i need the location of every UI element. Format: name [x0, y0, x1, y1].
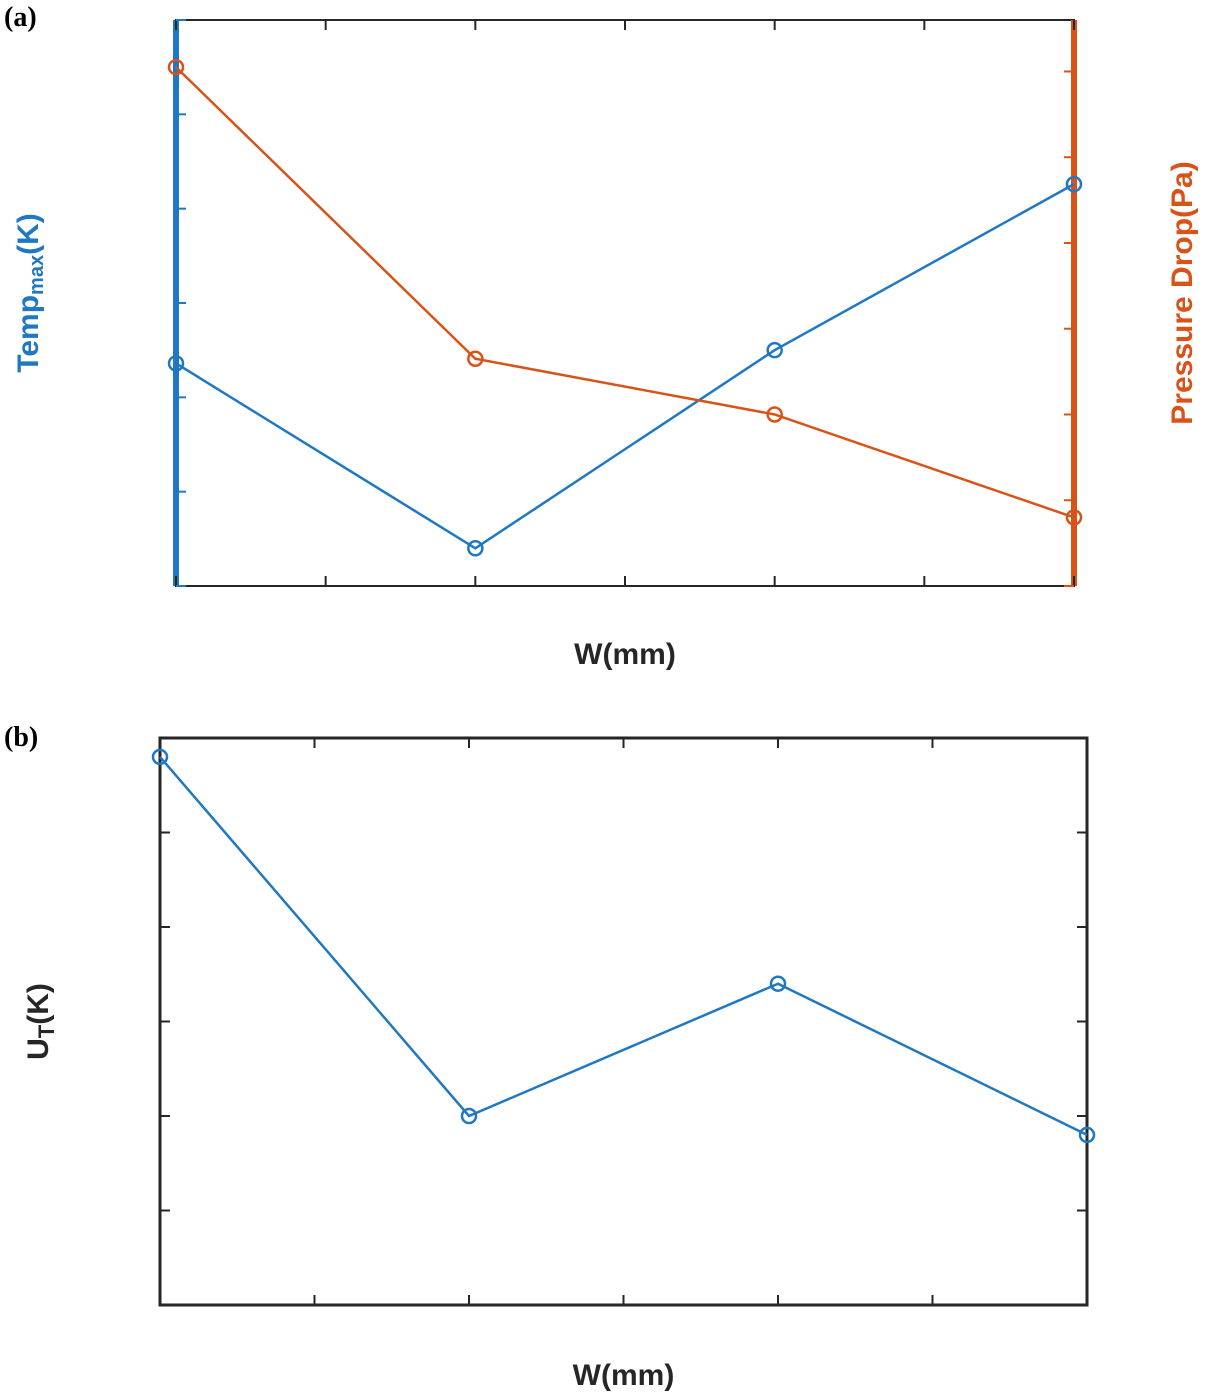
series-line — [175, 66, 1075, 519]
left-y-label-tail: (K) — [12, 213, 45, 255]
chart-panel-b: (b) W(mm) UT(K) — [4, 722, 1096, 1392]
data-point-marker — [151, 748, 169, 766]
data-point-marker — [467, 350, 484, 367]
data-point-marker — [1065, 175, 1083, 193]
left-y-label-sub: max — [26, 255, 48, 295]
data-point-marker — [167, 58, 185, 76]
right-y-ticks-a — [1064, 70, 1074, 587]
x-axis-label-a: W(mm) — [574, 638, 676, 671]
series-line — [175, 183, 1075, 550]
y-axis-label-b: UT(K) — [22, 983, 59, 1060]
data-point-marker — [766, 341, 783, 359]
x-ticks-a — [175, 20, 1075, 586]
right-y-axis-label-a: Pressure Drop(Pa) — [1166, 161, 1199, 424]
data-point-marker — [460, 1107, 478, 1125]
data-point-marker — [769, 975, 787, 992]
y-ticks-b — [160, 737, 1087, 1306]
series-group-a — [167, 58, 1083, 557]
data-point-marker — [1065, 509, 1083, 526]
data-point-marker — [1078, 1126, 1096, 1144]
data-point-marker — [467, 540, 484, 557]
series-group-b — [151, 748, 1096, 1144]
left-y-ticks-a — [176, 19, 186, 587]
left-y-axis-label-a: Tempmax(K) — [12, 213, 48, 372]
x-ticks-b — [159, 738, 1088, 1305]
y-label-sub: T — [34, 1024, 59, 1038]
y-label-tail: (K) — [22, 983, 55, 1025]
chart-panel-a: (a) W(mm) Tempmax(K) Pressure Drop(Pa) — [4, 2, 1199, 671]
plot-frame-a — [175, 19, 1075, 587]
series-line — [159, 756, 1088, 1137]
left-y-label-main: Temp — [12, 295, 45, 373]
data-point-marker — [766, 406, 783, 423]
x-axis-label-b: W(mm) — [573, 1359, 675, 1392]
panel-label-b: (b) — [4, 722, 38, 753]
panel-label-a: (a) — [4, 2, 37, 33]
y-label-main: U — [22, 1038, 55, 1060]
data-point-marker — [167, 355, 185, 372]
plot-frame-b — [158, 736, 1089, 1307]
